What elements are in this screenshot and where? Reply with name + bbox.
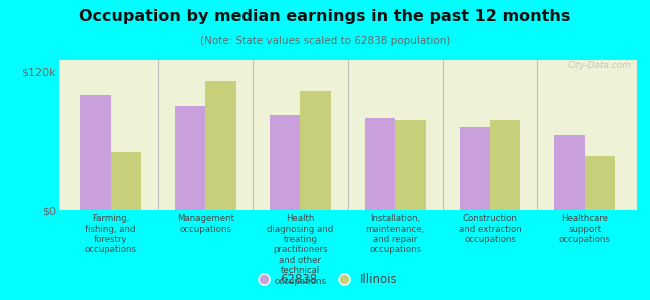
- Bar: [81, 94, 110, 210]
- Bar: [395, 120, 426, 210]
- Bar: [270, 116, 300, 210]
- Bar: [460, 127, 490, 210]
- Text: City-Data.com: City-Data.com: [567, 61, 631, 70]
- Bar: [490, 120, 521, 210]
- Bar: [554, 135, 585, 210]
- Text: (Note: State values scaled to 62838 population): (Note: State values scaled to 62838 popu…: [200, 36, 450, 46]
- Bar: [300, 91, 331, 210]
- Text: Occupation by median earnings in the past 12 months: Occupation by median earnings in the pas…: [79, 9, 571, 24]
- Bar: [175, 106, 205, 210]
- Bar: [585, 156, 615, 210]
- Legend: 62838, Illinois: 62838, Illinois: [248, 269, 402, 291]
- Bar: [365, 118, 395, 210]
- Bar: [111, 152, 141, 210]
- Bar: [205, 81, 236, 210]
